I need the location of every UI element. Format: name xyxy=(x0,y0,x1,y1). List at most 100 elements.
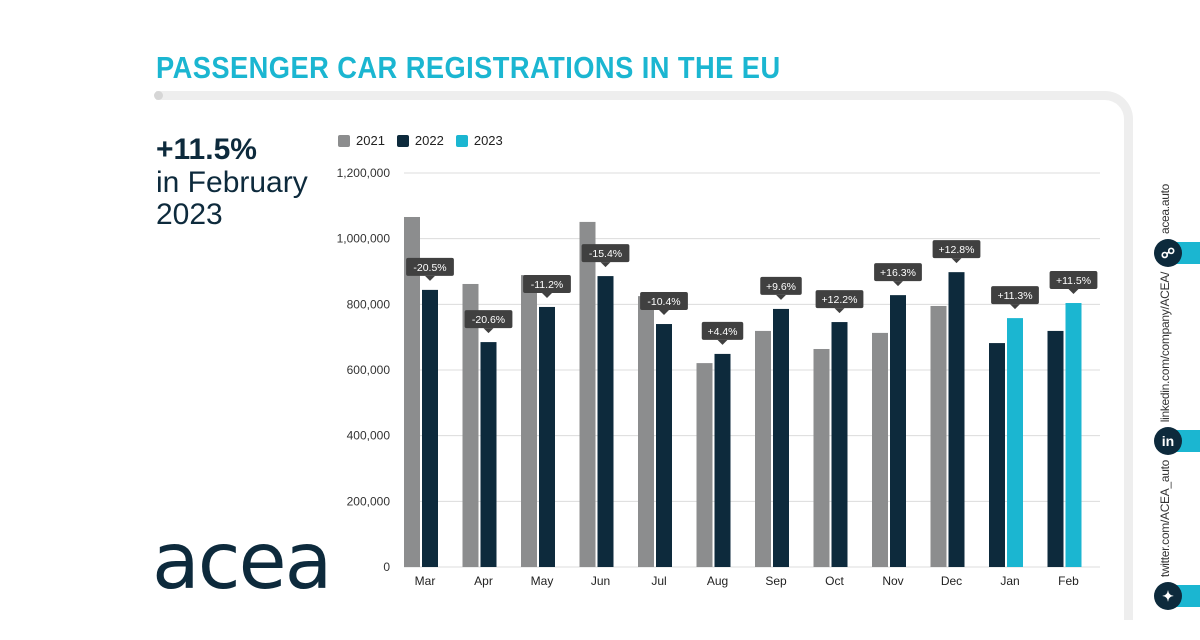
bar-2021-Aug xyxy=(696,363,713,567)
x-tick-label: Jan xyxy=(1000,574,1019,588)
annotation-label: -20.5% xyxy=(413,262,446,274)
annotation-label: +11.3% xyxy=(997,290,1032,302)
bar-2023-Jan xyxy=(1007,318,1023,567)
bar-2021-Nov xyxy=(872,332,888,567)
annotation-label: -20.6% xyxy=(472,314,505,326)
kpi-block: +11.5% in February 2023 xyxy=(156,133,308,231)
annotation-pointer xyxy=(951,258,962,264)
y-tick-label: 200,000 xyxy=(347,494,391,508)
annotation-label: +9.6% xyxy=(766,281,796,293)
bar-2022-Nov xyxy=(890,295,906,567)
annotation-pointer xyxy=(600,262,611,268)
x-tick-label: Apr xyxy=(474,574,493,588)
annotation-box xyxy=(701,321,744,340)
acea-logo: acea xyxy=(152,517,332,607)
x-tick-label: Oct xyxy=(825,574,844,588)
website-icon-row: ☍ xyxy=(1150,239,1200,268)
bar-2022-Oct xyxy=(831,322,848,567)
linkedin-icon[interactable]: in xyxy=(1154,427,1182,456)
annotation-label: -10.4% xyxy=(647,296,680,308)
x-tick-label: Feb xyxy=(1058,574,1079,588)
y-tick-label: 1,000,000 xyxy=(337,232,391,246)
twitter-icon-row: ✦ xyxy=(1150,582,1200,611)
annotation-pointer xyxy=(1010,304,1020,310)
annotation-pointer xyxy=(659,310,669,316)
annotation-pointer xyxy=(483,328,494,334)
annotation-pointer xyxy=(893,281,903,287)
bar-2021-Sep xyxy=(755,330,771,567)
x-tick-label: May xyxy=(531,574,554,588)
annotation-box xyxy=(581,244,630,263)
y-tick-label: 400,000 xyxy=(347,429,391,443)
annotation-box xyxy=(523,274,571,293)
annotation-box xyxy=(760,276,802,295)
legend-item-2023: 2023 xyxy=(455,133,503,148)
kpi-value: +11.5% xyxy=(156,133,257,166)
bar-2021-Jun xyxy=(579,221,596,567)
bar-2021-Mar xyxy=(404,216,420,567)
annotation-box xyxy=(991,286,1039,305)
chart-legend: 2021 2022 2023 xyxy=(338,133,503,148)
linkedin-icon-row: in xyxy=(1150,427,1200,456)
annotation-label: +12.2% xyxy=(822,294,858,306)
annotation-pointer xyxy=(776,294,786,300)
annotation-box xyxy=(874,263,922,282)
bar-2022-Feb xyxy=(1047,330,1064,567)
annotation-box xyxy=(1049,271,1098,290)
annotation-label: +12.8% xyxy=(939,244,975,256)
y-tick-label: 1,200,000 xyxy=(337,166,391,180)
legend-label-2021: 2021 xyxy=(356,133,385,148)
annotation-box xyxy=(464,310,513,329)
legend-swatch-2021 xyxy=(338,134,350,147)
annotation-pointer xyxy=(425,275,435,281)
bar-2021-Dec xyxy=(930,305,947,567)
annotation-box xyxy=(640,292,688,311)
frame-decoration xyxy=(156,91,1133,620)
x-tick-label: Nov xyxy=(882,574,903,588)
annotation-pointer xyxy=(542,292,552,298)
legend-item-2022: 2022 xyxy=(396,133,444,148)
annotation-label: +4.4% xyxy=(707,326,737,338)
annotation-label: -15.4% xyxy=(589,248,622,260)
annotation-label: -11.2% xyxy=(531,279,564,291)
bar-2022-Dec xyxy=(948,272,965,567)
legend-item-2021: 2021 xyxy=(338,133,385,148)
x-tick-label: Jul xyxy=(651,574,666,588)
frame-dot xyxy=(154,91,163,100)
annotation-box xyxy=(406,257,454,276)
kpi-line1: in February xyxy=(156,166,308,199)
annotation-box xyxy=(815,290,864,309)
bar-2023-Feb xyxy=(1065,303,1082,567)
y-tick-label: 600,000 xyxy=(347,363,391,377)
x-tick-label: Sep xyxy=(765,574,787,588)
linkedin-link[interactable]: linkedin.com/company/ACEA/ xyxy=(1158,272,1172,423)
legend-swatch-2023 xyxy=(455,134,468,147)
bar-2021-Jul xyxy=(638,296,654,567)
twitter-link[interactable]: twitter.com/ACEA_auto xyxy=(1158,460,1172,578)
bar-2022-Jun xyxy=(597,276,614,567)
x-tick-label: Dec xyxy=(941,574,962,588)
y-tick-label: 800,000 xyxy=(347,297,391,311)
annotation-label: +16.3% xyxy=(880,267,916,279)
bar-2022-May xyxy=(539,306,555,567)
bar-2022-Mar xyxy=(422,289,438,567)
legend-label-2023: 2023 xyxy=(473,133,503,148)
annotation-pointer xyxy=(1068,289,1079,295)
bar-2022-Sep xyxy=(773,308,789,567)
annotation-pointer xyxy=(717,339,728,345)
bar-2021-Apr xyxy=(462,283,479,567)
globe-icon[interactable]: ☍ xyxy=(1154,239,1182,268)
bar-2021-Oct xyxy=(813,348,830,567)
x-tick-label: Aug xyxy=(707,574,728,588)
bar-2022-Apr xyxy=(480,342,497,567)
annotation-label: +11.5% xyxy=(1056,275,1091,287)
x-tick-label: Mar xyxy=(415,574,436,588)
twitter-icon[interactable]: ✦ xyxy=(1154,582,1182,611)
website-link[interactable]: acea.auto xyxy=(1158,184,1172,235)
x-tick-label: Jun xyxy=(591,574,610,588)
social-links: acea.auto ☍ linkedin.com/company/ACEA/ i… xyxy=(1150,184,1200,611)
annotation-pointer xyxy=(834,308,845,314)
bar-2022-Aug xyxy=(714,353,731,567)
kpi-line2: 2023 xyxy=(156,198,223,231)
